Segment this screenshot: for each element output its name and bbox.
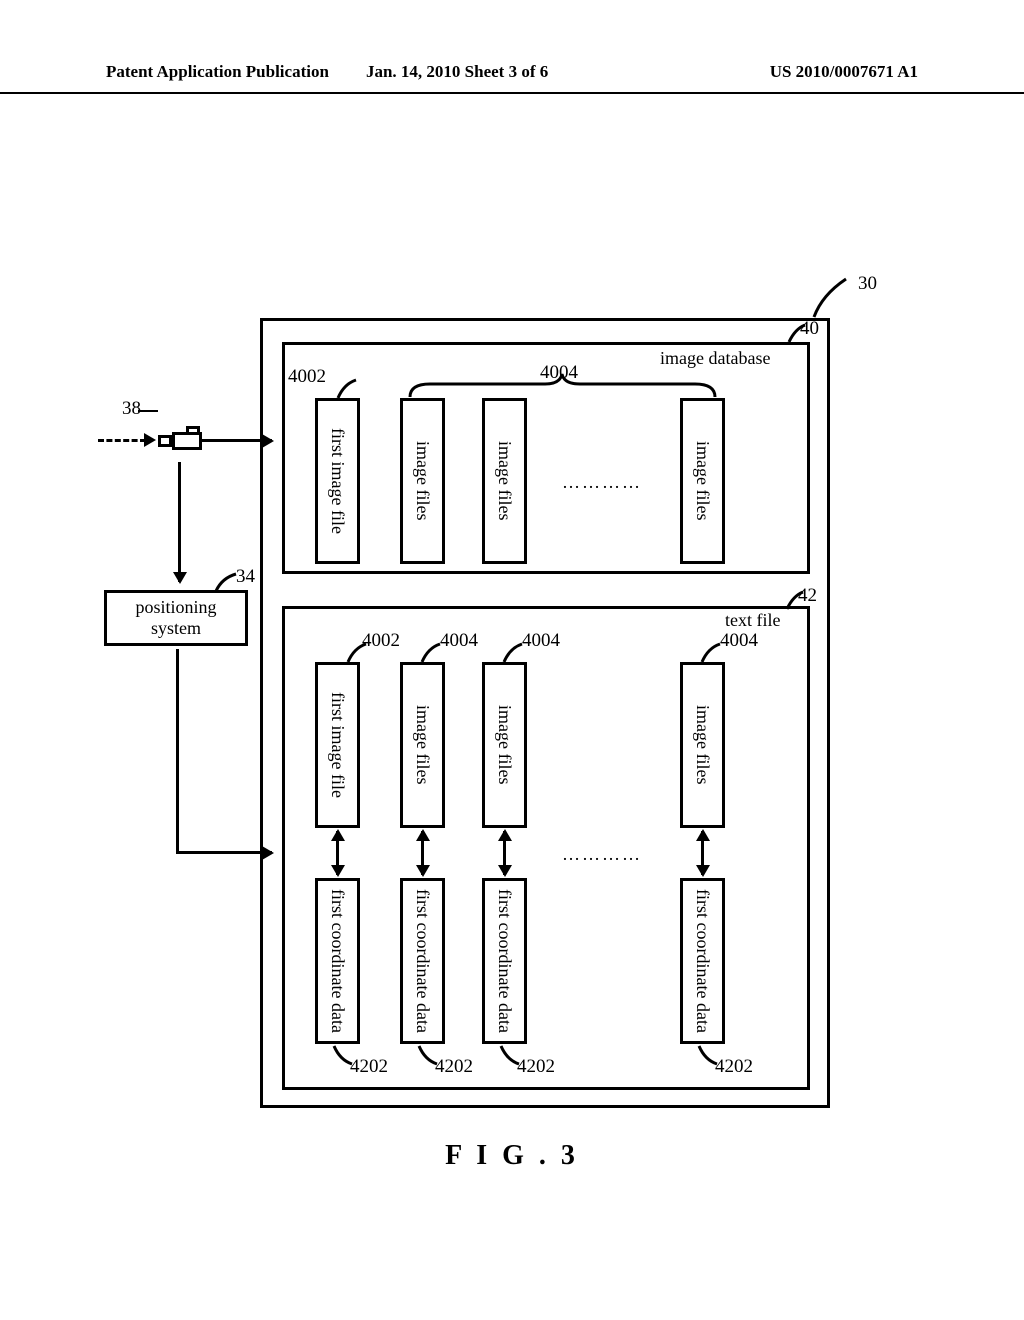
ellipsis-mid: ………… xyxy=(562,844,642,865)
box-image-files-top-2: image files xyxy=(482,398,527,564)
camera-icon xyxy=(158,422,202,460)
ref-30: 30 xyxy=(858,273,877,295)
box-image-files-top-n: image files xyxy=(680,398,725,564)
box-first-coordinate-data-a: first coordinate data xyxy=(315,878,360,1044)
page: Patent Application Publication Jan. 14, … xyxy=(0,0,1024,1320)
page-header: Patent Application Publication Jan. 14, … xyxy=(0,62,1024,94)
box-first-coordinate-data-c: first coordinate data xyxy=(482,878,527,1044)
box-image-files-mid-n: image files xyxy=(680,662,725,828)
dashed-arrow-to-camera xyxy=(98,439,146,442)
diagram-canvas: 30 40 42 image database text file 4004 4… xyxy=(0,100,1024,1220)
positioning-system-box: positioning system xyxy=(104,590,248,646)
ref-34: 34 xyxy=(236,566,255,588)
header-left: Patent Application Publication xyxy=(106,62,329,86)
label-text-file: text file xyxy=(725,610,780,631)
ref-4004-mid-n: 4004 xyxy=(720,630,758,652)
box-image-files-mid-2: image files xyxy=(482,662,527,828)
arrow-camera-to-positioning xyxy=(178,462,181,582)
ref-4002-top: 4002 xyxy=(288,366,326,388)
ref-4004-mid-1: 4004 xyxy=(440,630,478,652)
ellipsis-top: ………… xyxy=(562,472,642,493)
double-arrow-b xyxy=(421,831,424,875)
ref-4004-mid-2: 4004 xyxy=(522,630,560,652)
box-first-coordinate-data-b: first coordinate data xyxy=(400,878,445,1044)
header-center: Jan. 14, 2010 Sheet 3 of 6 xyxy=(329,62,561,86)
box-first-image-file-mid: first image file xyxy=(315,662,360,828)
box-image-files-mid-1: image files xyxy=(400,662,445,828)
ref-4004-top: 4004 xyxy=(540,362,578,384)
elbow-vert xyxy=(176,649,179,853)
double-arrow-a xyxy=(336,831,339,875)
box-first-image-file-top: first image file xyxy=(315,398,360,564)
double-arrow-d xyxy=(701,831,704,875)
leader-4002-top xyxy=(334,378,360,400)
box-first-coordinate-data-d: first coordinate data xyxy=(680,878,725,1044)
header-right: US 2010/0007671 A1 xyxy=(770,62,918,86)
ref-4002-mid: 4002 xyxy=(362,630,400,652)
leader-38 xyxy=(138,410,158,412)
ref-4202-a: 4202 xyxy=(350,1056,388,1078)
arrow-camera-to-database xyxy=(202,439,272,442)
positioning-system-label: positioning system xyxy=(135,597,216,638)
ref-38: 38 xyxy=(122,398,141,420)
label-image-database: image database xyxy=(660,348,770,369)
box-image-files-top-1: image files xyxy=(400,398,445,564)
figure-label: F I G . 3 xyxy=(0,1140,1024,1172)
ref-4202-d: 4202 xyxy=(715,1056,753,1078)
container-42-text-file xyxy=(282,606,810,1090)
leader-30 xyxy=(812,275,852,319)
double-arrow-c xyxy=(503,831,506,875)
ref-4202-b: 4202 xyxy=(435,1056,473,1078)
dashed-arrowhead xyxy=(144,433,156,447)
elbow-horiz xyxy=(176,851,272,854)
ref-4202-c: 4202 xyxy=(517,1056,555,1078)
